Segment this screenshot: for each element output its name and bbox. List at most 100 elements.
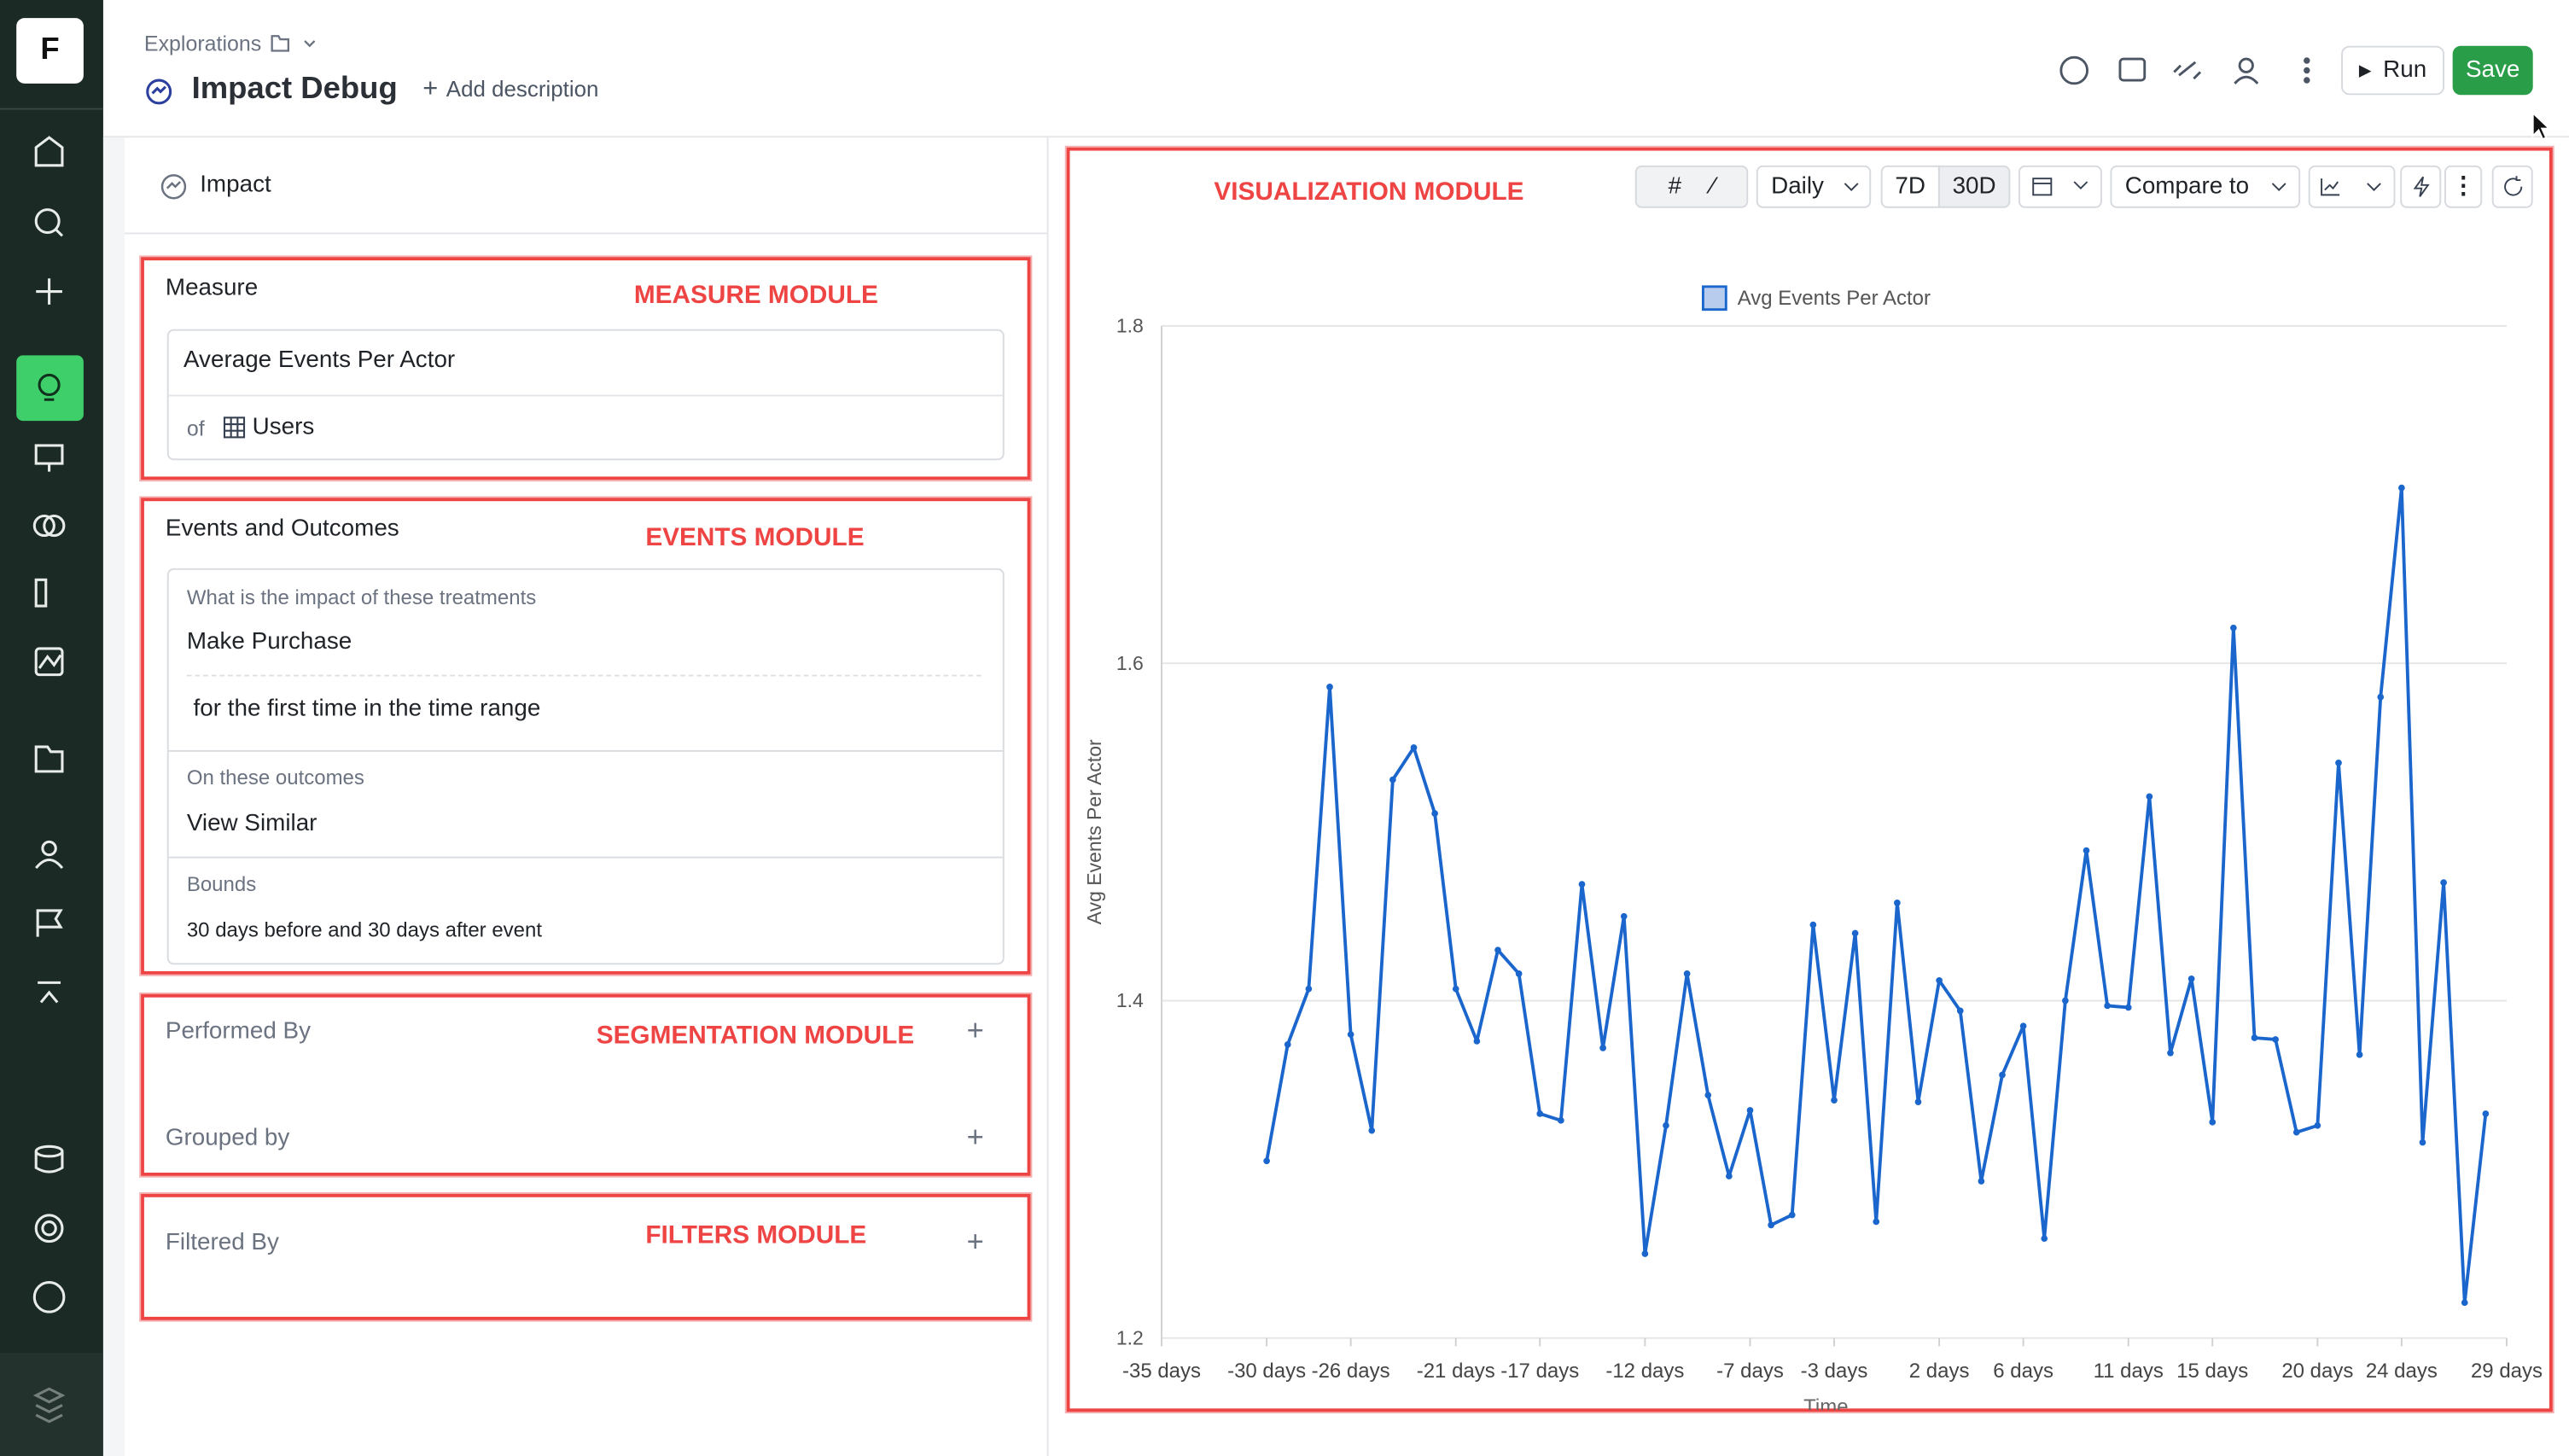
range-7d[interactable]: 7D	[1880, 165, 1940, 208]
data-point	[2251, 1034, 2258, 1041]
insight-icon[interactable]	[38, 373, 61, 397]
data-point	[1894, 900, 1901, 906]
folder-icon[interactable]	[34, 745, 64, 773]
icon-part	[2503, 176, 2522, 196]
range-30d[interactable]: 30D	[1937, 165, 2011, 208]
user-icon[interactable]	[41, 840, 57, 857]
icon-part	[38, 654, 62, 669]
settings-icon[interactable]	[41, 1220, 57, 1237]
active-nav[interactable]	[16, 355, 84, 422]
chart-more[interactable]: ⋮	[2444, 165, 2483, 208]
granularity[interactable]: Daily	[1771, 173, 1824, 201]
granularity-select[interactable]: Daily	[1756, 165, 1872, 208]
metric-icon[interactable]	[34, 578, 48, 608]
share-button[interactable]	[2238, 57, 2254, 73]
run-button[interactable]: ▶ Run	[2341, 45, 2445, 96]
x-tick-label: -3 days	[1801, 1360, 1868, 1383]
events-module	[141, 498, 1031, 975]
data-point	[1263, 1157, 1270, 1165]
cohort-icon[interactable]	[32, 514, 55, 538]
x-axis-label: Time	[1803, 1395, 1848, 1410]
home-icon[interactable]	[34, 136, 64, 167]
cursor	[2531, 111, 2552, 141]
tab-icon	[160, 174, 187, 200]
y-axis-label: Avg Events Per Actor	[1083, 739, 1105, 924]
data-icon[interactable]	[34, 1144, 64, 1158]
x-tick-label: -7 days	[1716, 1360, 1784, 1383]
data-point	[1305, 985, 1313, 993]
icon-part	[223, 416, 246, 439]
x-tick-label: -35 days	[1122, 1360, 1201, 1383]
annotation: FILTERS MODULE	[645, 1221, 867, 1250]
measure-metric[interactable]: Average Events Per Actor	[183, 347, 456, 374]
icon-part	[2271, 183, 2286, 191]
segmentation-module	[141, 993, 1031, 1176]
x-tick-label: 29 days	[2471, 1360, 2543, 1383]
performed-by[interactable]: Performed By	[165, 1018, 312, 1045]
save-button[interactable]: Save	[2452, 45, 2533, 96]
sidebar: F	[0, 0, 103, 1456]
x-tick-label: -21 days	[1417, 1360, 1495, 1383]
bounds[interactable]: 30 days before and 30 days after event	[186, 918, 543, 942]
data-point	[1726, 1173, 1733, 1179]
flag-icon[interactable]	[36, 909, 63, 937]
filtered-by[interactable]: Filtered By	[165, 1230, 279, 1256]
data-point	[2041, 1235, 2048, 1243]
treatment[interactable]: Make Purchase	[186, 628, 352, 655]
data-point	[2377, 693, 2385, 701]
add-button[interactable]: +	[966, 1120, 984, 1153]
calendar-icon	[2031, 178, 2088, 196]
experiment-icon[interactable]	[38, 981, 61, 1004]
icon-part	[2304, 77, 2310, 84]
divider	[0, 108, 103, 110]
refresh-button[interactable]	[2491, 165, 2533, 208]
legend-swatch	[1701, 285, 1727, 312]
help-button[interactable]	[2059, 55, 2089, 85]
breadcrumb[interactable]: Explorations	[143, 31, 262, 56]
icon-part	[166, 181, 182, 189]
link-button[interactable]	[2173, 61, 2202, 80]
chart-icon[interactable]	[34, 647, 64, 677]
annotation: MEASURE MODULE	[633, 282, 878, 310]
compare-select[interactable]: Compare to	[2110, 165, 2301, 208]
play-icon: ▶	[2358, 61, 2372, 80]
tab-title[interactable]: Impact	[200, 172, 271, 199]
outcome[interactable]: View Similar	[186, 810, 317, 837]
date-picker[interactable]	[2018, 165, 2102, 208]
annotation: EVENTS MODULE	[645, 524, 865, 552]
logo[interactable]: F	[16, 18, 84, 84]
percent-icon[interactable]: ⁄	[1710, 173, 1716, 201]
icon-part	[2304, 67, 2310, 74]
measure-entity[interactable]: Users	[252, 414, 315, 441]
x-tick-label: -17 days	[1500, 1360, 1579, 1383]
treatments-label: What is the impact of these treatments	[186, 586, 537, 609]
tab-bar	[124, 137, 1047, 235]
icon-part	[146, 79, 172, 105]
grouped-by[interactable]: Grouped by	[165, 1125, 290, 1152]
add-button[interactable]: +	[966, 1013, 984, 1047]
add-description-text[interactable]: Add description	[446, 77, 599, 102]
help-icon[interactable]	[32, 1281, 66, 1313]
treatment-condition[interactable]: for the first time in the time range	[193, 696, 541, 723]
compare[interactable]: Compare to	[2124, 173, 2250, 201]
data-point	[2482, 1110, 2490, 1117]
chart-type[interactable]	[2308, 165, 2396, 208]
nav-icons	[32, 136, 66, 1424]
measure-title: Measure	[165, 275, 259, 302]
add-description[interactable]: + Add description	[422, 75, 598, 105]
add-button[interactable]: +	[966, 1225, 984, 1258]
x-tick-label: -26 days	[1312, 1360, 1390, 1383]
run-label[interactable]: Run	[2383, 57, 2427, 84]
add-icon[interactable]	[36, 278, 62, 305]
data-point	[1831, 1097, 1838, 1104]
number-format[interactable]: # ⁄	[1634, 165, 1749, 208]
filters-module	[141, 1193, 1031, 1320]
board-icon[interactable]	[34, 444, 64, 465]
comment-button[interactable]	[2118, 57, 2147, 82]
insights-button[interactable]	[2400, 165, 2442, 208]
search-icon[interactable]	[34, 208, 61, 235]
hash-icon[interactable]: #	[1668, 173, 1682, 201]
folder-dropdown[interactable]	[271, 32, 320, 55]
more-button[interactable]	[2304, 57, 2310, 64]
x-tick-label: 20 days	[2281, 1360, 2353, 1383]
